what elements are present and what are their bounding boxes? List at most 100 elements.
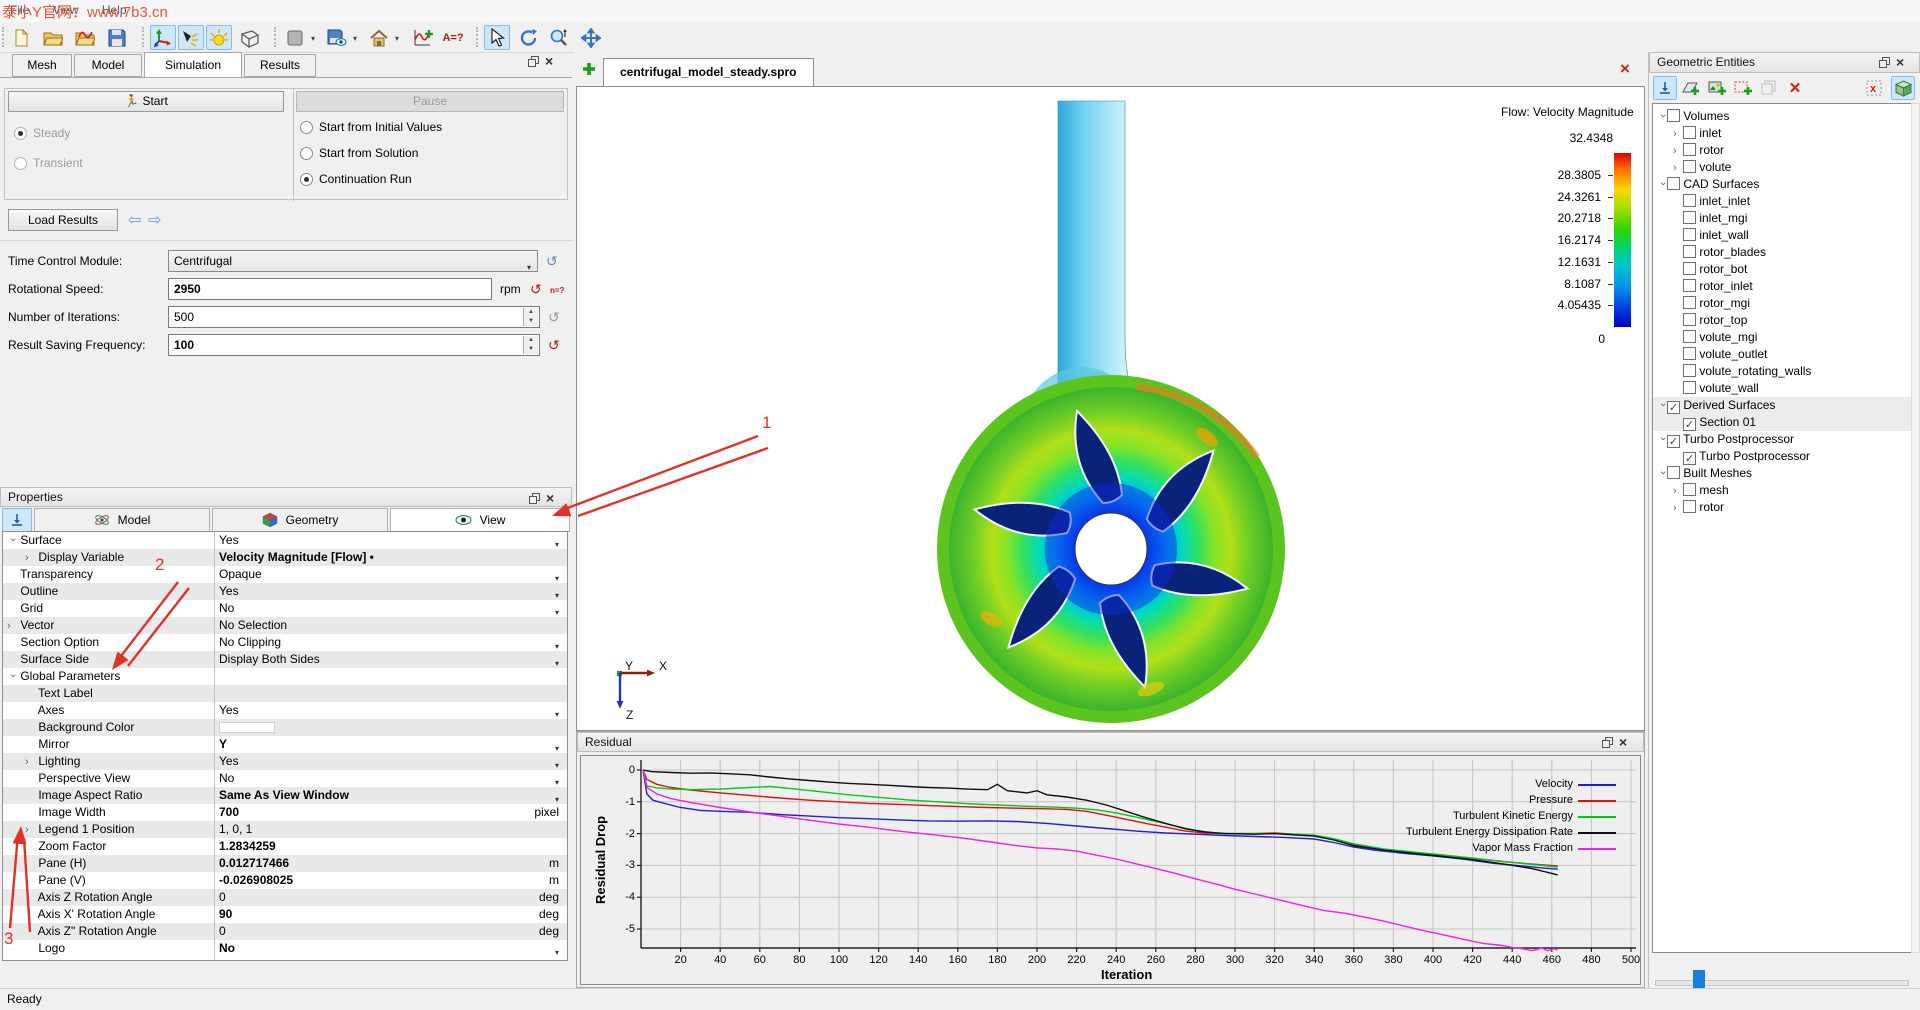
tree-item-rotor-blades[interactable]: rotor_blades [1653, 244, 1911, 261]
tab-model[interactable]: Model [74, 54, 142, 77]
property-row[interactable]: MirrorY▾ [3, 736, 567, 753]
dropdown-icon[interactable]: ▾ [555, 944, 559, 961]
save-button[interactable] [104, 25, 130, 50]
property-row[interactable]: › Display VariableVelocity Magnitude [Fl… [3, 549, 567, 566]
open-file-button[interactable] [40, 25, 66, 50]
checkbox[interactable] [1683, 330, 1696, 343]
radio-transient[interactable] [14, 157, 27, 170]
tree-item-built-meshes[interactable]: › Built Meshes [1653, 465, 1911, 482]
tree-item-rotor-top[interactable]: rotor_top [1653, 312, 1911, 329]
prev-result-icon[interactable]: ⇦ [128, 210, 141, 230]
float-properties-icon[interactable] [529, 493, 540, 504]
checkbox[interactable] [1683, 313, 1696, 326]
tree-item-inlet[interactable]: › inlet [1653, 125, 1911, 142]
clear-selection-button[interactable]: x [1863, 76, 1887, 100]
float-dock-icon[interactable] [528, 56, 539, 67]
checkbox[interactable] [1683, 364, 1696, 377]
property-row[interactable]: Zoom Factor1.2834259 [3, 838, 567, 855]
property-row[interactable]: Background Color [3, 719, 567, 736]
expander-icon[interactable]: › [1673, 143, 1683, 160]
home-view-dropdown[interactable]: ▾ [395, 34, 399, 43]
expander-icon[interactable]: › [7, 618, 17, 634]
light-toggle-button[interactable] [178, 25, 204, 50]
radio-start-solution[interactable] [300, 147, 313, 160]
plot-curve-button[interactable] [410, 25, 436, 50]
expander-icon[interactable]: › [1673, 126, 1683, 143]
tree-item-volute-outlet[interactable]: volute_outlet [1653, 346, 1911, 363]
tree-item-section-01[interactable]: ✓ Section 01 [1653, 414, 1911, 431]
property-row[interactable]: Section OptionNo Clipping▾ [3, 634, 567, 651]
expander-icon[interactable]: › [1654, 114, 1671, 124]
checkbox[interactable] [1683, 245, 1696, 258]
delete-entity-button[interactable]: ✕ [1783, 76, 1807, 100]
next-result-icon[interactable]: ⇨ [148, 210, 161, 230]
property-row[interactable]: Surface SideDisplay Both Sides▾ [3, 651, 567, 668]
checkbox[interactable]: ✓ [1683, 452, 1696, 465]
document-tab[interactable]: centrifugal_model_steady.spro [603, 58, 814, 86]
expander-icon[interactable]: › [4, 674, 21, 684]
checkbox[interactable] [1683, 483, 1696, 496]
tree-item-turbo-postprocessor[interactable]: ›✓ Turbo Postprocessor [1653, 431, 1911, 448]
close-properties-icon[interactable]: × [546, 492, 554, 504]
property-row[interactable]: Perspective ViewNo▾ [3, 770, 567, 787]
expander-icon[interactable]: › [4, 538, 21, 548]
undo-icon[interactable]: ↺ [548, 338, 560, 352]
load-results-button[interactable]: Load Results [8, 209, 118, 231]
tree-vertical-scrollbar[interactable] [1911, 103, 1920, 953]
undo-icon[interactable]: ↺ [546, 254, 558, 268]
checkbox[interactable] [1683, 228, 1696, 241]
property-row[interactable]: Pane (H)0.012717466m [3, 855, 567, 872]
expander-icon[interactable]: › [25, 822, 35, 838]
surface-display-button[interactable] [282, 25, 308, 50]
tree-item-rotor[interactable]: › rotor [1653, 499, 1911, 516]
spinner[interactable]: ▲▼ [523, 308, 538, 326]
expander-icon[interactable]: › [1654, 403, 1671, 413]
tab-properties-geometry[interactable]: Geometry [212, 508, 388, 532]
close-document-icon[interactable]: × [1620, 59, 1630, 79]
checkbox[interactable] [1683, 279, 1696, 292]
tree-item-derived-surfaces[interactable]: ›✓ Derived Surfaces [1653, 397, 1911, 414]
spinner[interactable]: ▲▼ [523, 336, 538, 354]
checkbox[interactable] [1683, 211, 1696, 224]
tab-mesh[interactable]: Mesh [12, 54, 72, 77]
property-row[interactable]: TransparencyOpaque▾ [3, 566, 567, 583]
property-row[interactable]: › VectorNo Selection [3, 617, 567, 634]
save-image-dropdown[interactable]: ▾ [353, 34, 357, 43]
checkbox[interactable] [1683, 126, 1696, 139]
undo-icon[interactable]: ↺ [530, 282, 542, 296]
property-row[interactable]: OutlineYes▾ [3, 583, 567, 600]
zoom-view-button[interactable] [546, 25, 572, 50]
tree-item-volute-wall[interactable]: volute_wall [1653, 380, 1911, 397]
tree-item-rotor-inlet[interactable]: rotor_inlet [1653, 278, 1911, 295]
property-row[interactable]: GridNo▾ [3, 600, 567, 617]
property-row[interactable]: › SurfaceYes▾ [3, 532, 567, 549]
home-view-button[interactable] [366, 25, 392, 50]
tree-item-inlet-mgi[interactable]: inlet_mgi [1653, 210, 1911, 227]
tree-item-volumes[interactable]: › Volumes [1653, 108, 1911, 125]
property-row[interactable]: Axis Z Rotation Angle0deg [3, 889, 567, 906]
combo-[interactable]: Centrifugal▾ [168, 250, 538, 272]
property-row[interactable]: Pane (V)-0.026908025m [3, 872, 567, 889]
close-residual-icon[interactable]: × [1619, 736, 1627, 748]
expander-icon[interactable]: › [1673, 500, 1683, 517]
pan-view-button[interactable] [578, 25, 604, 50]
property-row[interactable]: › Global Parameters [3, 668, 567, 685]
checkbox[interactable]: ✓ [1683, 418, 1696, 431]
color-swatch[interactable] [219, 722, 275, 733]
property-row[interactable]: LogoNo▾ [3, 940, 567, 957]
tree-item-rotor-mgi[interactable]: rotor_mgi [1653, 295, 1911, 312]
tree-item-cad-surfaces[interactable]: › CAD Surfaces [1653, 176, 1911, 193]
select-cursor-button[interactable] [484, 25, 510, 50]
start-button[interactable]: 🏃 Start [8, 91, 284, 112]
tree-item-volute-mgi[interactable]: volute_mgi [1653, 329, 1911, 346]
add-section-button[interactable] [1679, 76, 1703, 100]
radio-start-initial[interactable] [300, 121, 313, 134]
float-geo-icon[interactable] [1879, 57, 1890, 68]
radio-steady[interactable] [14, 127, 27, 140]
save-image-button[interactable] [324, 25, 350, 50]
expander-icon[interactable]: › [25, 754, 35, 770]
close-geo-icon[interactable]: × [1896, 56, 1904, 68]
open-results-button[interactable] [72, 25, 98, 50]
tree-item-rotor-bot[interactable]: rotor_bot [1653, 261, 1911, 278]
add-frame-button[interactable] [1731, 76, 1755, 100]
